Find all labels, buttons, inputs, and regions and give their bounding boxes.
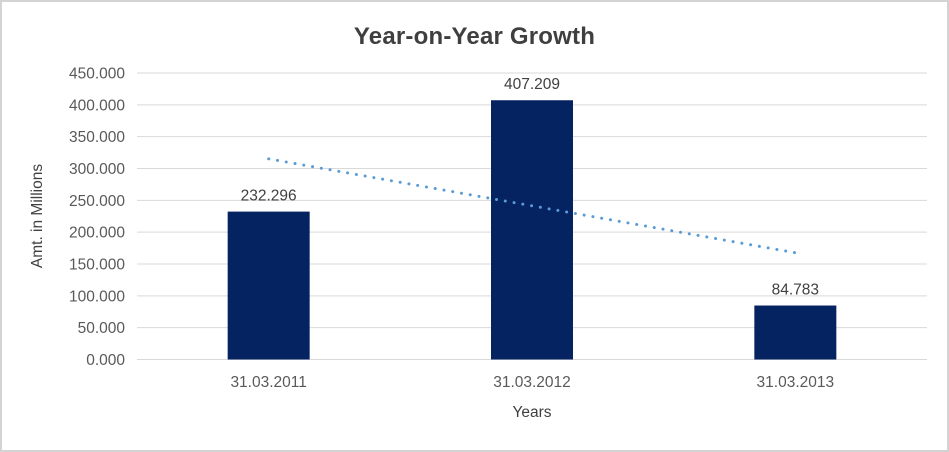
y-axis-title: Amt. in Millions (29, 163, 46, 269)
data-label: 84.783 (772, 282, 819, 299)
y-tick-label: 50.000 (78, 320, 126, 337)
y-tick-label: 250.000 (69, 193, 125, 210)
y-tick-label: 450.000 (69, 66, 125, 83)
y-tick-label: 300.000 (69, 161, 125, 178)
y-tick-label: 200.000 (69, 225, 125, 242)
x-axis-title: Years (512, 404, 552, 421)
x-tick-label: 31.03.2012 (493, 374, 571, 391)
y-tick-label: 400.000 (69, 97, 125, 114)
y-tick-label: 150.000 (69, 257, 125, 274)
y-tick-label: 100.000 (69, 288, 125, 305)
data-label: 232.296 (241, 188, 297, 205)
y-tick-label: 350.000 (69, 129, 125, 146)
trendline (267, 157, 797, 255)
y-tick-label: 0.000 (86, 352, 125, 369)
x-tick-label: 31.03.2011 (230, 374, 306, 391)
x-tick-label: 31.03.2013 (757, 374, 835, 391)
bar (227, 211, 310, 360)
bar (754, 305, 837, 360)
bar (491, 100, 573, 360)
chart-title: Year-on-Year Growth (353, 23, 596, 50)
data-label: 407.209 (504, 76, 560, 93)
